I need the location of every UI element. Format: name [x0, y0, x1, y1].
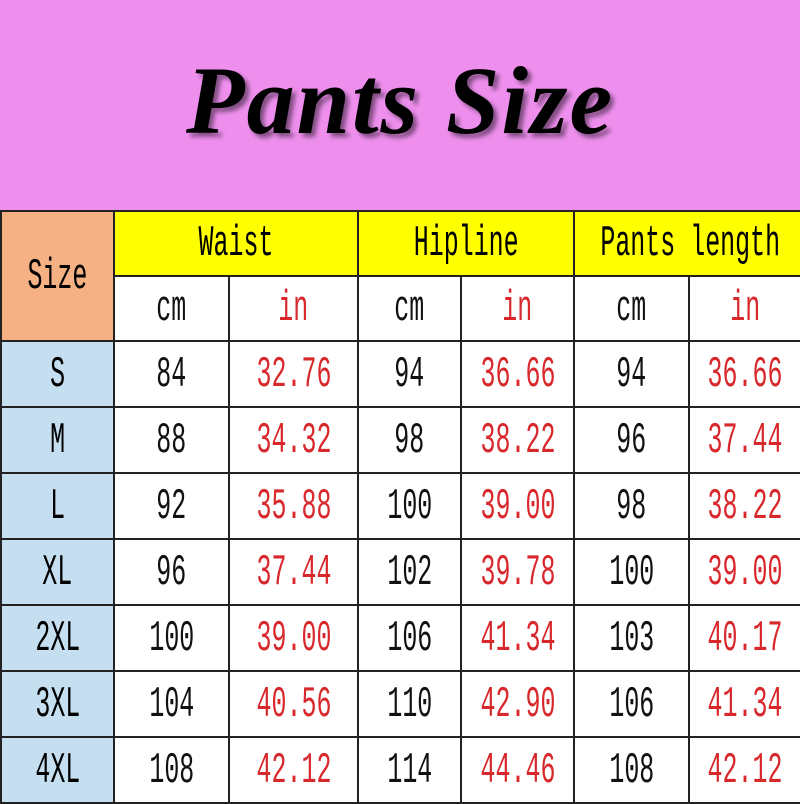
size-cell: S [0, 340, 115, 408]
cm-cell: 103 [573, 604, 691, 672]
page-title: Pants Size [185, 46, 615, 154]
table-row: 4XL 108 42.12 114 44.46 108 42.12 [0, 736, 800, 804]
inch-cell: 41.34 [460, 604, 576, 672]
cm-cell: 96 [113, 538, 230, 606]
inch-cell: 44.46 [460, 736, 576, 804]
cm-cell: 102 [357, 538, 463, 606]
hipline-header: Hipline [357, 210, 576, 277]
inch-cell: 39.78 [460, 538, 576, 606]
unit-header: cm [573, 275, 691, 342]
table-row: L 92 35.88 100 39.00 98 38.22 [0, 472, 800, 540]
size-table: Size Waist Hipline Pants length cm in cm in… [0, 210, 800, 804]
cm-cell: 88 [113, 406, 230, 474]
inch-cell: 37.44 [227, 538, 360, 606]
cm-cell: 98 [573, 472, 691, 540]
cm-cell: 92 [113, 472, 230, 540]
cm-cell: 108 [113, 736, 230, 804]
cm-cell: 100 [113, 604, 230, 672]
inch-cell: 42.12 [227, 736, 360, 804]
cm-cell: 94 [573, 340, 691, 408]
cm-cell: 104 [113, 670, 230, 738]
cm-cell: 100 [357, 472, 463, 540]
inch-cell: 36.66 [688, 340, 800, 408]
inch-cell: 39.00 [460, 472, 576, 540]
table-row: 3XL 104 40.56 110 42.90 106 41.34 [0, 670, 800, 738]
table-row: M 88 34.32 98 38.22 96 37.44 [0, 406, 800, 474]
pants-length-header: Pants length [573, 210, 800, 277]
cm-cell: 84 [113, 340, 230, 408]
unit-header: in [227, 275, 360, 342]
unit-header: in [688, 275, 800, 342]
inch-cell: 38.22 [688, 472, 800, 540]
size-header: Size [0, 210, 115, 342]
inch-cell: 41.34 [688, 670, 800, 738]
cm-cell: 106 [573, 670, 691, 738]
inch-cell: 42.12 [688, 736, 800, 804]
size-cell: L [0, 472, 115, 540]
unit-header: in [460, 275, 576, 342]
inch-cell: 36.66 [460, 340, 576, 408]
inch-cell: 35.88 [227, 472, 360, 540]
inch-cell: 34.32 [227, 406, 360, 474]
size-cell: 3XL [0, 670, 115, 738]
inch-cell: 40.56 [227, 670, 360, 738]
title-banner: Pants Size [0, 0, 800, 210]
waist-header: Waist [112, 210, 360, 277]
cm-cell: 108 [573, 736, 691, 804]
inch-cell: 40.17 [688, 604, 800, 672]
size-cell: 2XL [0, 604, 115, 672]
cm-cell: 96 [573, 406, 691, 474]
inch-cell: 39.00 [688, 538, 800, 606]
inch-cell: 39.00 [227, 604, 360, 672]
cm-cell: 98 [357, 406, 463, 474]
cm-cell: 110 [357, 670, 463, 738]
size-cell: 4XL [0, 736, 115, 804]
inch-cell: 42.90 [460, 670, 576, 738]
cm-cell: 100 [573, 538, 691, 606]
inch-cell: 38.22 [460, 406, 576, 474]
table-row: S 84 32.76 94 36.66 94 36.66 [0, 340, 800, 408]
inch-cell: 37.44 [688, 406, 800, 474]
cm-cell: 94 [357, 340, 463, 408]
unit-header: cm [357, 275, 463, 342]
table-row: XL 96 37.44 102 39.78 100 39.00 [0, 538, 800, 606]
cm-cell: 106 [357, 604, 463, 672]
table-row: 2XL 100 39.00 106 41.34 103 40.17 [0, 604, 800, 672]
size-cell: XL [0, 538, 115, 606]
unit-header: cm [113, 275, 230, 342]
size-cell: M [0, 406, 115, 474]
cm-cell: 114 [357, 736, 463, 804]
inch-cell: 32.76 [227, 340, 360, 408]
